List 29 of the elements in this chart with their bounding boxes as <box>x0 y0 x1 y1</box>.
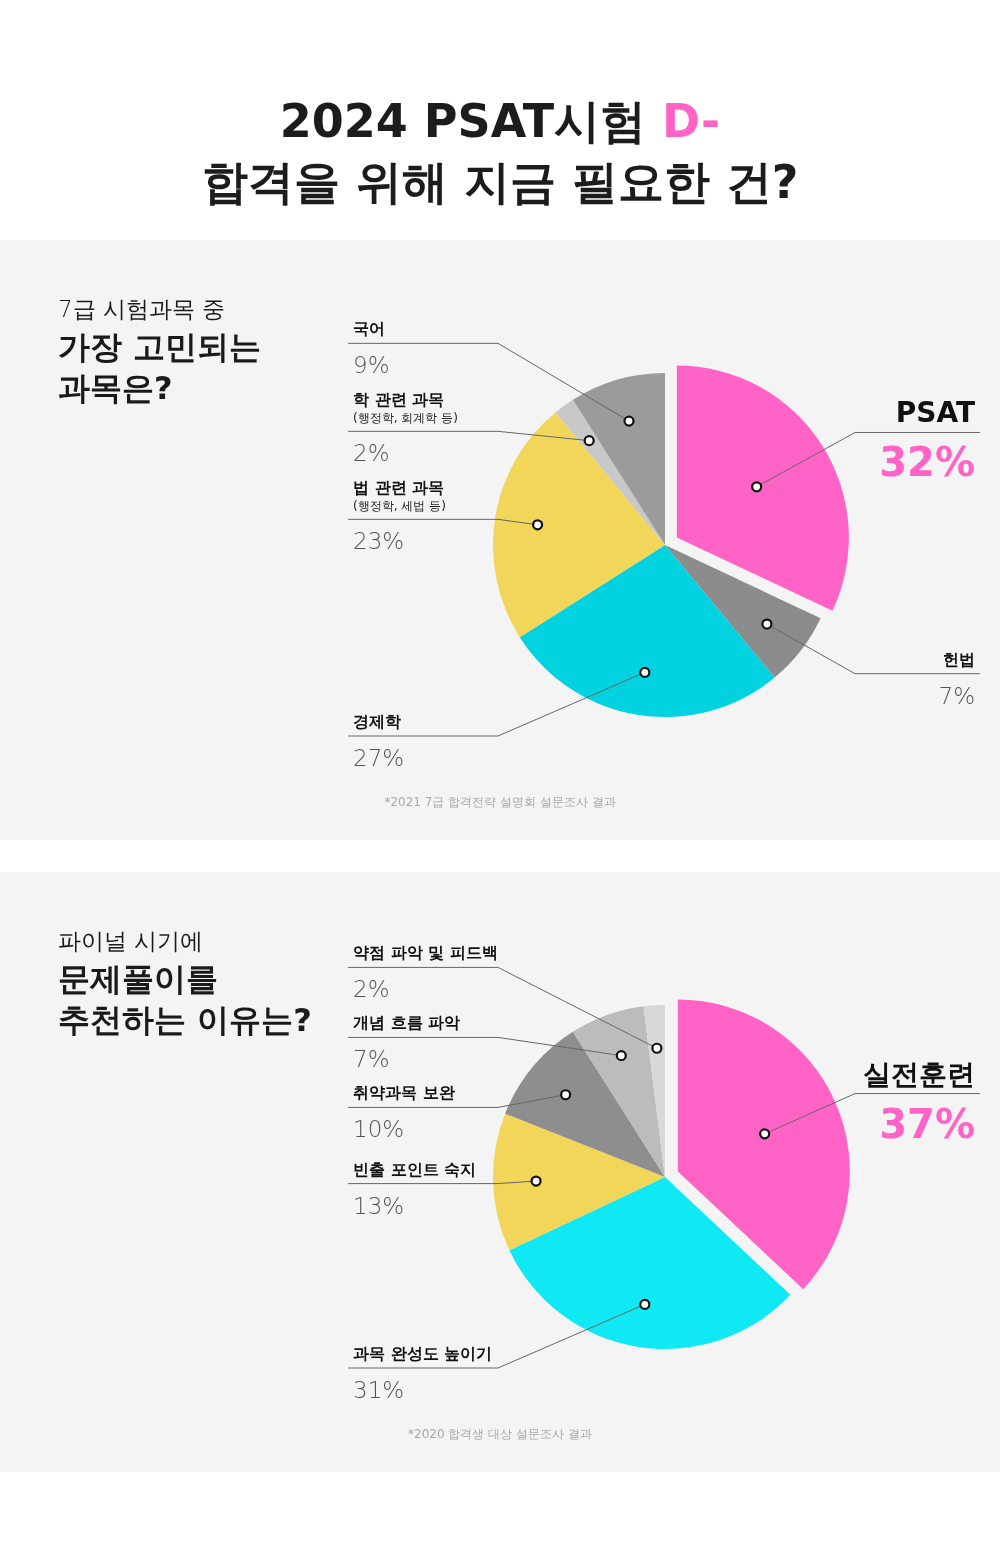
slice-label: 경제학 <box>353 712 401 731</box>
slice-label: PSAT <box>895 396 975 430</box>
data-label: 32% <box>879 439 975 486</box>
slice-label: 약점 파악 및 피드백 <box>353 943 498 963</box>
text: *2020 합격생 대상 설문조사 결과 <box>408 1427 592 1441</box>
data-label: 31% <box>353 1377 405 1403</box>
data-label: 13% <box>353 1192 405 1219</box>
slice-label: 과목 완성도 높이기 <box>353 1344 493 1363</box>
data-label: 7% <box>353 1046 390 1073</box>
chart-subtitle: 7급 시험과목 중 가장 고민되는 과목은? <box>58 296 262 407</box>
data-label: 2% <box>353 440 390 467</box>
slice-label: 학 관련 과목 (행정학, 회계학 등) <box>353 390 458 426</box>
slice-label: 실전훈련 <box>863 1057 975 1091</box>
data-label: 7% <box>938 682 975 709</box>
slice-label: 취약과목 보완 <box>353 1083 455 1103</box>
text: 파이널 시기에 문제풀이를 추천하는 이유는? <box>58 928 312 1039</box>
data-label: 23% <box>353 528 405 555</box>
slice-label: 국어 <box>353 319 385 339</box>
chart-title: 2024 PSAT시험 D- 합격을 위해 지금 필요한 건? <box>201 94 799 209</box>
data-label: 2% <box>353 976 390 1003</box>
data-label: 10% <box>353 1116 405 1143</box>
data-label: 9% <box>353 352 390 379</box>
slice-label: 헌법 <box>943 649 975 669</box>
slice-label: 개념 흐름 파악 <box>353 1013 461 1033</box>
slice-label: 빈출 포인트 숙지 <box>353 1159 477 1179</box>
slice-label: 법 관련 과목 (행정학, 세법 등) <box>353 478 446 514</box>
text: *2021 7급 합격전략 설명회 설문조사 결과 <box>384 795 616 809</box>
data-label: 27% <box>353 745 405 771</box>
data-label: 37% <box>879 1100 975 1147</box>
